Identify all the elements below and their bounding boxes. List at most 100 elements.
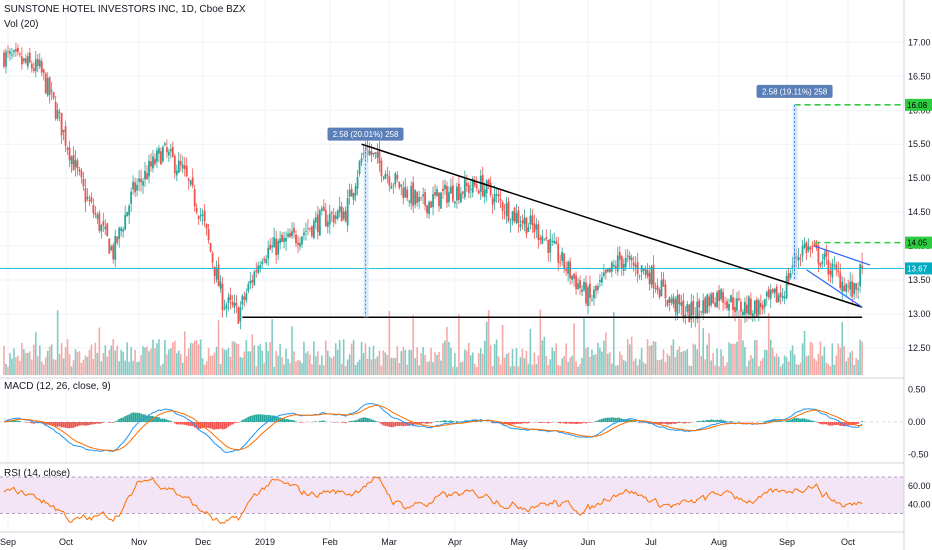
candle-body bbox=[18, 53, 21, 55]
macd-histogram-bar bbox=[177, 422, 180, 425]
x-tick-label: 2019 bbox=[255, 537, 275, 547]
volume-bar bbox=[32, 344, 35, 375]
volume-bar bbox=[40, 361, 43, 375]
grid bbox=[0, 0, 904, 532]
volume-bar bbox=[21, 342, 23, 375]
candle-body bbox=[765, 292, 768, 297]
candle-body bbox=[751, 313, 754, 317]
candle-body bbox=[501, 202, 504, 212]
candle-body bbox=[175, 170, 178, 176]
macd-histogram-bar bbox=[94, 422, 97, 425]
macd-histogram-bar bbox=[517, 422, 520, 424]
macd-histogram-bar bbox=[793, 418, 796, 422]
candle-body bbox=[825, 250, 828, 257]
volume-bar bbox=[855, 357, 857, 375]
macd-histogram-bar bbox=[718, 419, 720, 422]
volume-bar bbox=[120, 349, 122, 375]
volume-bar bbox=[529, 328, 532, 375]
volume-bar bbox=[684, 350, 687, 375]
candle-body bbox=[712, 292, 715, 304]
volume-bar bbox=[291, 326, 293, 375]
macd-histogram-bar bbox=[545, 422, 548, 423]
volume-bar bbox=[779, 366, 782, 375]
volume-bar bbox=[654, 341, 657, 375]
candle-body bbox=[606, 268, 609, 272]
candle-body bbox=[642, 268, 645, 271]
volume-bar bbox=[394, 358, 397, 375]
candle-body bbox=[396, 175, 399, 180]
candle-body bbox=[98, 212, 101, 231]
macd-histogram-bar bbox=[32, 422, 35, 424]
volume-bar bbox=[763, 349, 766, 375]
candle-body bbox=[169, 149, 172, 152]
macd-histogram-bar bbox=[666, 422, 669, 425]
svg-text:13.67: 13.67 bbox=[907, 264, 928, 273]
macd-histogram-bar bbox=[680, 422, 683, 423]
volume-bar bbox=[420, 353, 422, 375]
volume-bar bbox=[674, 357, 677, 375]
macd-histogram-bar bbox=[167, 420, 170, 422]
candle-body bbox=[183, 165, 186, 170]
candle-body bbox=[229, 294, 232, 301]
candle-body bbox=[160, 151, 162, 165]
candle-body bbox=[861, 265, 864, 269]
candle-body bbox=[771, 289, 774, 293]
macd-histogram-bar bbox=[185, 422, 188, 426]
macd-histogram-bar bbox=[132, 412, 135, 422]
candle-body bbox=[650, 266, 653, 285]
volume-bar bbox=[616, 365, 619, 375]
macd-histogram-bar bbox=[763, 421, 766, 422]
macd-histogram-bar bbox=[809, 420, 812, 422]
macd-histogram-bar bbox=[364, 417, 367, 422]
volume-bar bbox=[460, 362, 462, 375]
macd-histogram-bar bbox=[275, 416, 278, 422]
volume-bar bbox=[630, 336, 633, 375]
volume-bar bbox=[797, 364, 800, 375]
macd-histogram-bar bbox=[289, 419, 291, 422]
candle-body bbox=[5, 51, 7, 67]
candle-body bbox=[150, 161, 152, 167]
volume-bar bbox=[688, 365, 691, 375]
candle-body bbox=[815, 244, 818, 248]
volume-bar bbox=[277, 355, 279, 375]
volume-bar bbox=[670, 345, 673, 375]
macd-histogram-bar bbox=[392, 422, 395, 428]
macd-histogram-bar bbox=[255, 414, 258, 422]
volume-bar bbox=[760, 360, 762, 375]
candle-body bbox=[823, 253, 826, 260]
candle-body bbox=[310, 226, 313, 236]
volume-bar bbox=[716, 348, 718, 375]
candle-body bbox=[634, 264, 637, 268]
volume-bar bbox=[489, 345, 492, 375]
candle-body bbox=[140, 178, 142, 183]
drawings: 2.58 (20.01%) 258 2.58 (19.11%) 258 bbox=[0, 84, 904, 319]
macd-histogram-bar bbox=[259, 414, 262, 422]
macd-histogram-bar bbox=[358, 418, 361, 422]
candle-body bbox=[312, 220, 315, 239]
candle-body bbox=[110, 246, 113, 251]
macd-histogram-bar bbox=[626, 419, 629, 422]
macd-histogram-bar bbox=[181, 422, 184, 425]
volume-bar bbox=[615, 365, 617, 375]
candle-body bbox=[672, 296, 675, 305]
candle-body bbox=[233, 302, 236, 308]
macd-histogram-bar bbox=[600, 418, 603, 422]
macd-histogram-bar bbox=[686, 422, 689, 423]
candle-body bbox=[779, 292, 782, 297]
volume-bar bbox=[638, 359, 641, 375]
candle-body bbox=[843, 285, 846, 292]
macd-histogram-bar bbox=[66, 422, 69, 429]
candle-body bbox=[833, 264, 836, 266]
candle-body bbox=[267, 247, 270, 259]
candle-body bbox=[428, 201, 430, 215]
volume-bar bbox=[678, 346, 681, 375]
candle-body bbox=[755, 299, 758, 317]
volume-bar bbox=[726, 362, 728, 375]
candle-body bbox=[173, 155, 176, 174]
candle-body bbox=[374, 152, 377, 154]
candle-body bbox=[307, 228, 309, 230]
volume-bar bbox=[400, 351, 403, 375]
volume-bar bbox=[503, 357, 506, 375]
volume-bar bbox=[336, 349, 339, 375]
